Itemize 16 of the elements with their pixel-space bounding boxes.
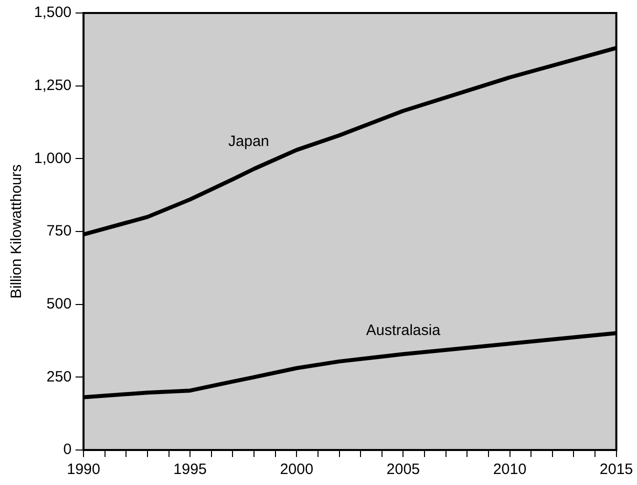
- y-tick-label: 0: [63, 441, 72, 458]
- y-tick-label: 1,000: [34, 150, 72, 167]
- series-label: Australasia: [366, 322, 441, 339]
- x-tick-label: 2010: [493, 461, 526, 478]
- x-tick-label: 2015: [600, 461, 634, 478]
- x-tick-label: 2005: [386, 461, 420, 478]
- x-tick-label: 1990: [66, 461, 100, 478]
- x-tick-label: 2000: [280, 461, 314, 478]
- y-tick-label: 750: [46, 222, 72, 240]
- y-tick-label: 250: [46, 368, 72, 386]
- y-tick-label: 500: [46, 295, 72, 312]
- x-tick-label: 1995: [173, 461, 207, 478]
- series-label: Japan: [228, 133, 270, 150]
- y-tick-label: 1,250: [34, 76, 72, 94]
- y-tick-label: 1,500: [34, 4, 72, 22]
- y-axis-title: Billion Kilowatthours: [8, 164, 26, 299]
